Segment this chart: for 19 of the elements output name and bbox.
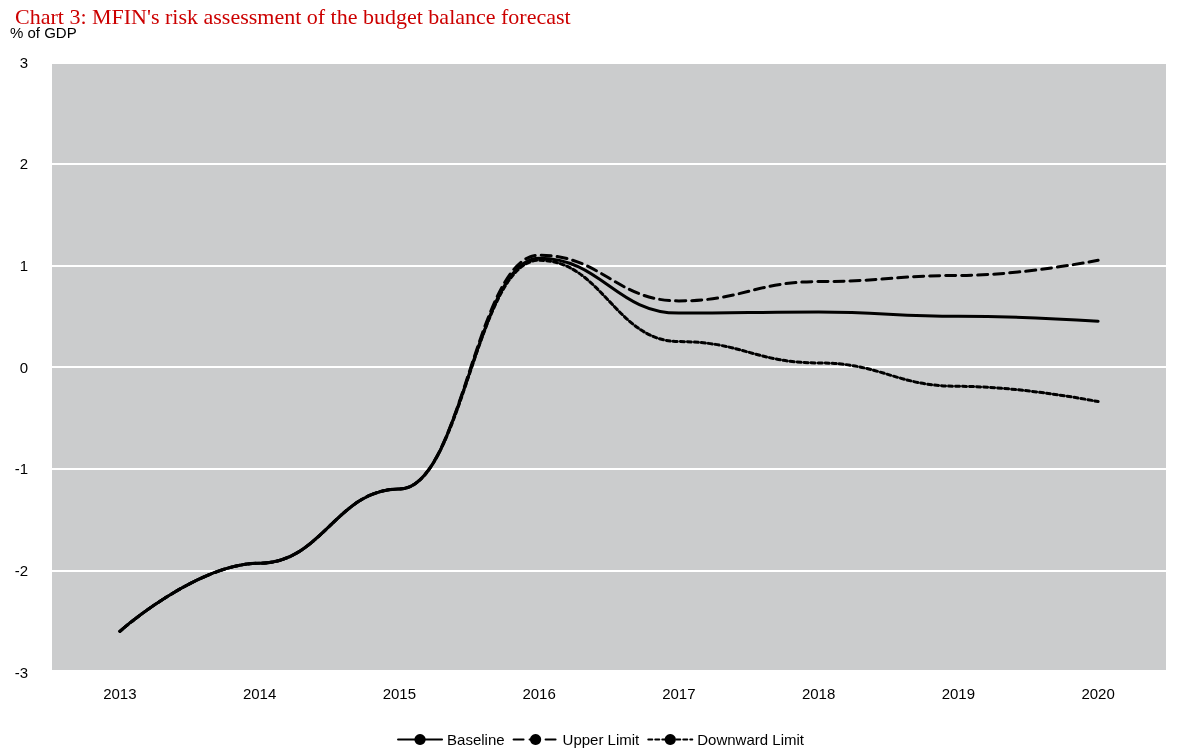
x-tick-label: 2016 <box>522 685 556 702</box>
y-tick-label: -3 <box>14 663 28 681</box>
legend-label: Upper Limit <box>562 731 641 748</box>
x-tick-label: 2020 <box>1081 685 1115 702</box>
x-tick-label: 2017 <box>662 685 696 702</box>
y-tick-label: 0 <box>19 358 28 376</box>
y-tick-label: 3 <box>19 53 28 71</box>
x-tick-label: 2013 <box>103 685 137 702</box>
x-tick-label: 2014 <box>242 685 277 702</box>
x-tick-label: 2018 <box>801 685 836 702</box>
y-axis-title: % of GDP <box>10 24 77 41</box>
x-tick-label: 2019 <box>941 685 976 702</box>
y-tick-label: 1 <box>19 256 28 274</box>
legend-label: Downward Limit <box>697 731 805 748</box>
y-tick-label: -2 <box>14 561 28 579</box>
x-tick-label: 2015 <box>382 685 417 702</box>
y-tick-label: -1 <box>14 460 28 478</box>
legend-label: Baseline <box>447 731 505 748</box>
y-tick-label: 2 <box>19 155 28 173</box>
